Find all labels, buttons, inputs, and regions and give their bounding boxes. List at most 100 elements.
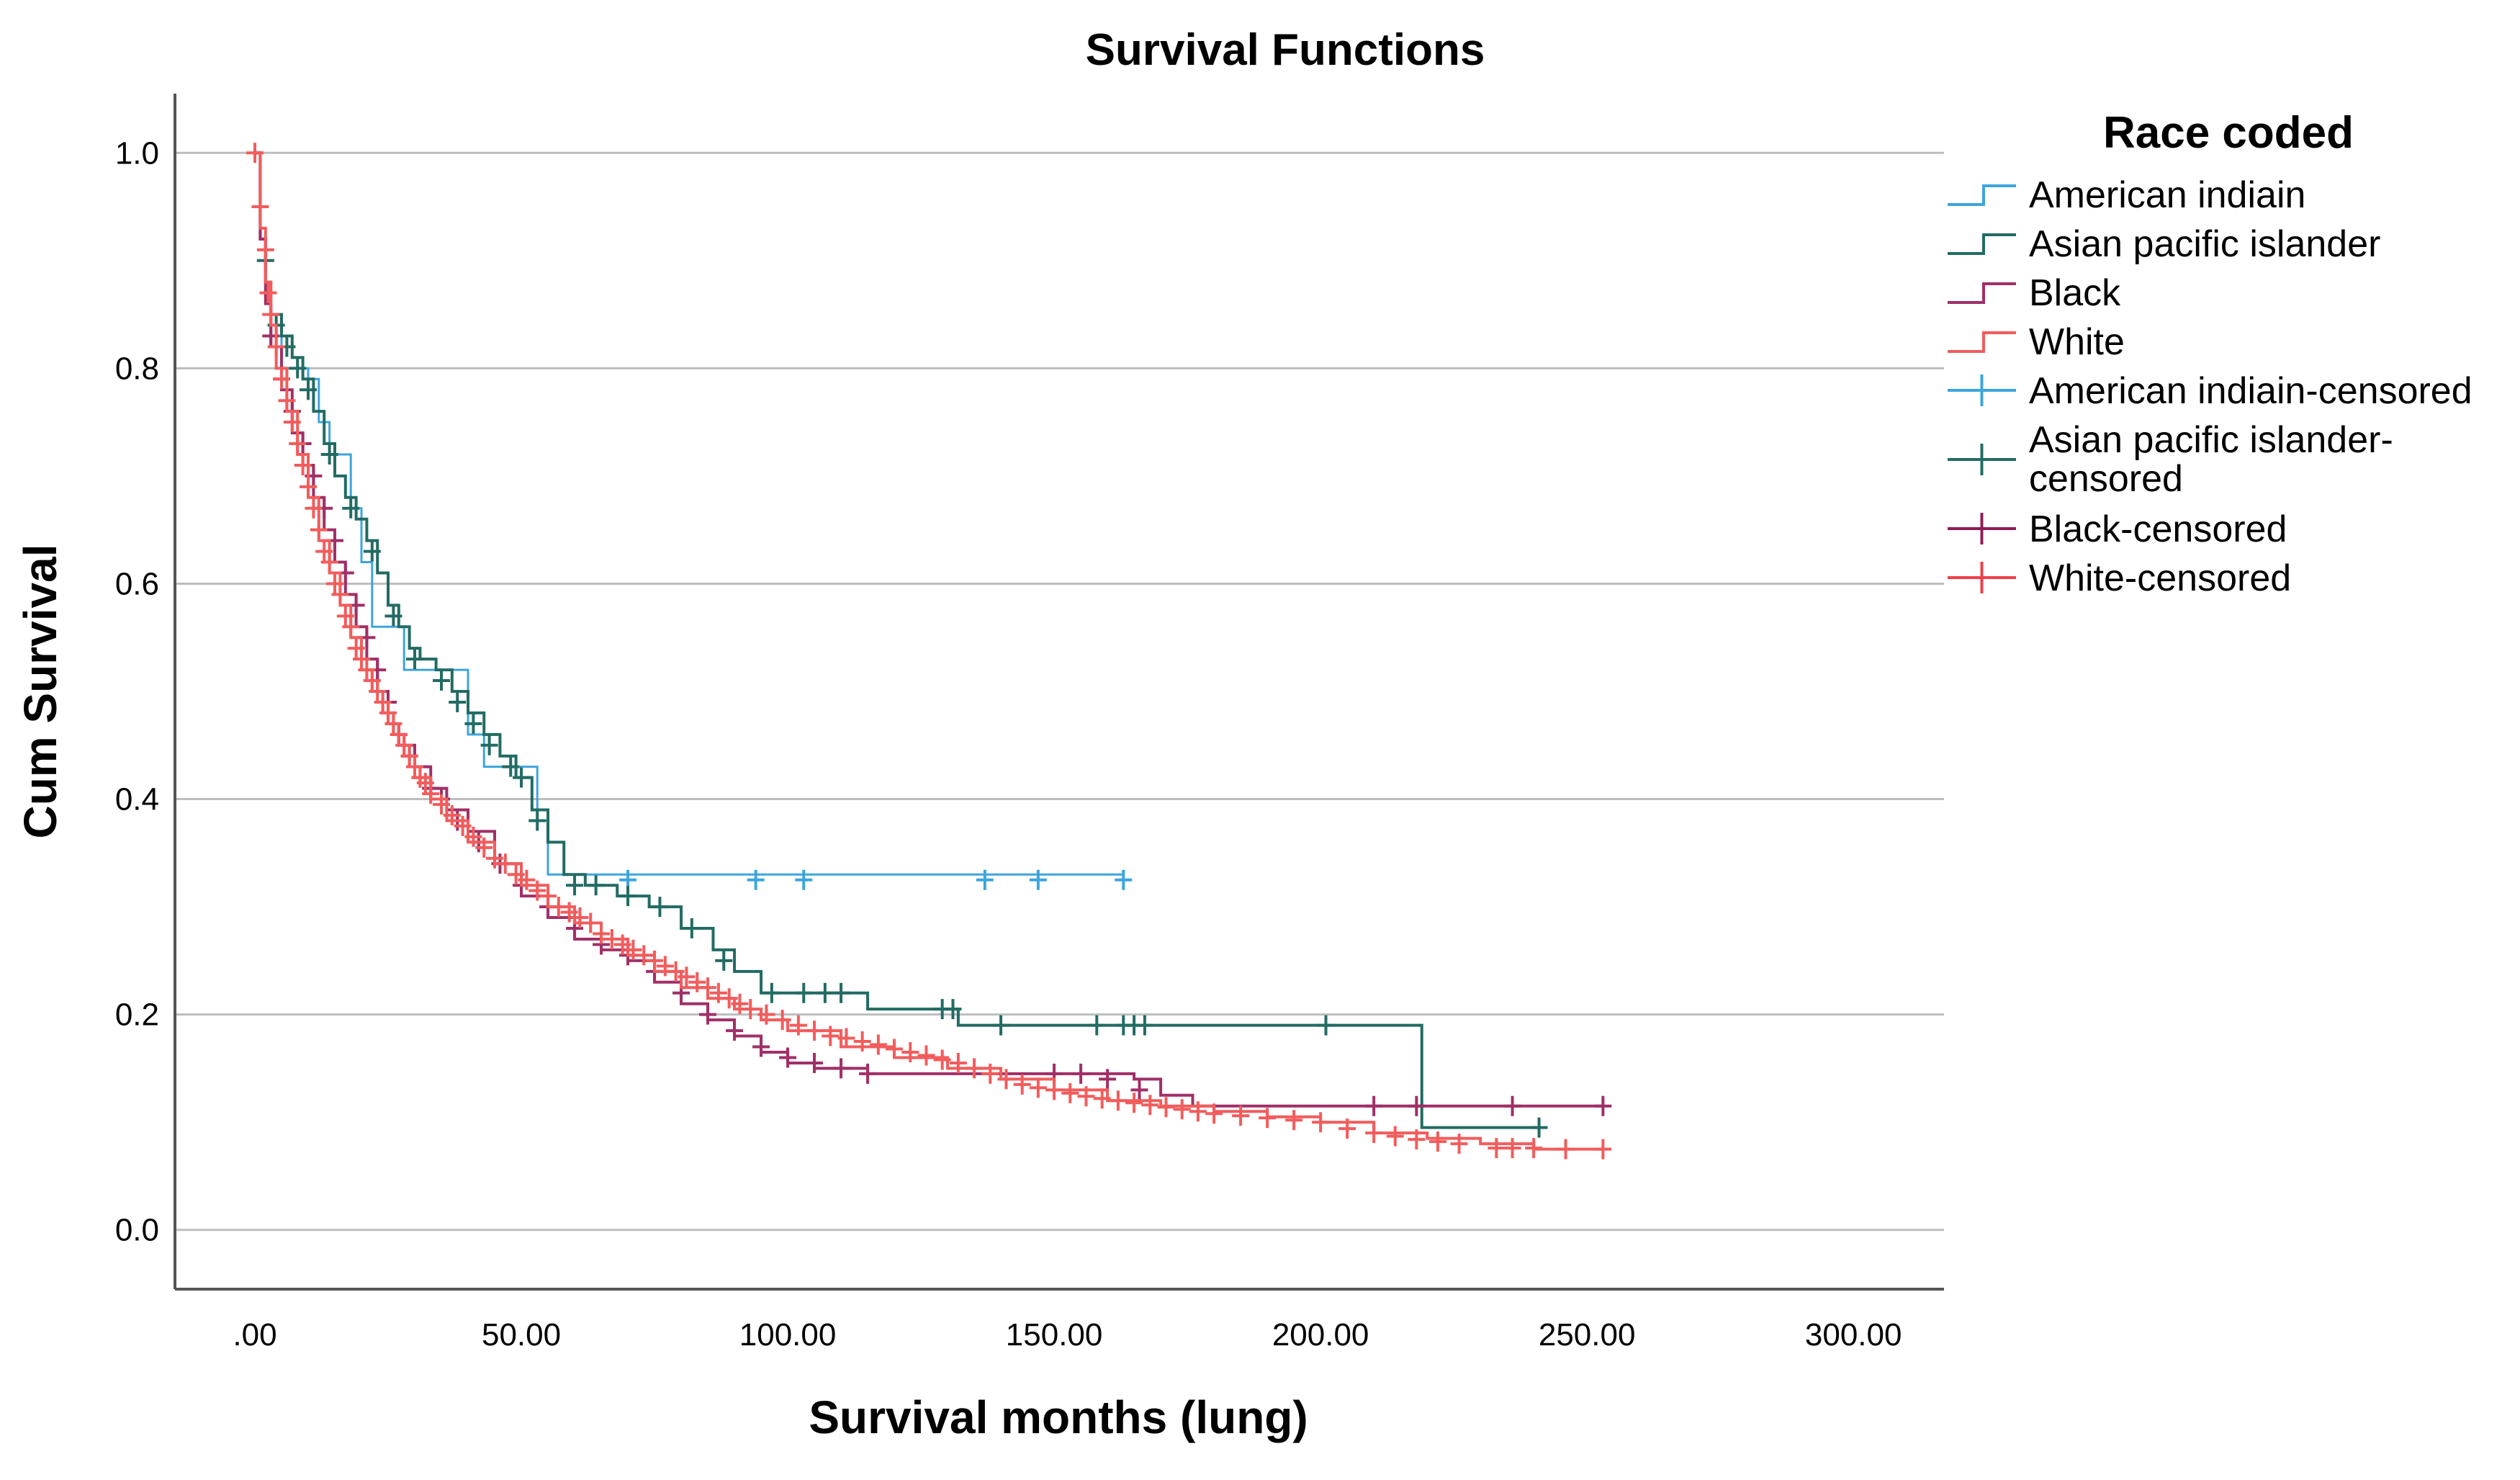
censor-mark-white — [571, 907, 589, 928]
censor-mark-asian-pacific-islander — [944, 999, 962, 1020]
censor-mark-white — [331, 584, 349, 605]
censor-mark-white — [1503, 1138, 1521, 1159]
censor-mark-white — [443, 804, 461, 825]
censor-mark-white — [1125, 1093, 1143, 1113]
y-tick-label: 0.0 — [115, 1213, 159, 1248]
censor-mark-asian-pacific-islander — [480, 735, 498, 755]
censor-mark-white — [528, 880, 546, 901]
censor-mark-white — [384, 713, 402, 734]
censor-mark-asian-pacific-islander — [651, 897, 669, 918]
x-tick-labels: .00 50.00 100.00 150.00 200.00 250.00 300.00 — [233, 1317, 1902, 1353]
censor-mark-white — [933, 1049, 951, 1070]
censor-mark-white — [869, 1034, 887, 1055]
censor-mark-asian-pacific-islander — [384, 606, 402, 627]
censor-mark-white — [1061, 1082, 1079, 1103]
censor-mark-asian-pacific-islander — [433, 671, 451, 691]
legend-entry: Black — [1948, 272, 2121, 314]
censor-mark-white — [613, 934, 631, 955]
x-tick-label: 250.00 — [1539, 1317, 1636, 1353]
censor-mark-white — [267, 336, 285, 357]
censor-mark-white — [688, 972, 706, 992]
censor-mark-asian-pacific-islander — [363, 541, 381, 562]
censor-mark-white — [1259, 1108, 1277, 1129]
censor-mark-white — [486, 848, 504, 869]
censor-mark-black — [1365, 1095, 1383, 1116]
legend-label: Black-censored — [2029, 508, 2287, 550]
censor-mark-asian-pacific-islander — [289, 358, 307, 379]
censor-mark-white — [789, 1015, 807, 1036]
censor-mark-white — [454, 815, 472, 836]
censor-mark-white — [433, 794, 451, 815]
censor-mark-white — [507, 864, 525, 885]
censor-mark-white — [1189, 1101, 1207, 1122]
censor-mark-black — [1408, 1095, 1426, 1116]
censor-mark-white — [363, 671, 381, 691]
legend-label: Asian pacific islander — [2029, 223, 2380, 265]
censor-mark-white — [1338, 1118, 1356, 1139]
series — [246, 143, 1612, 1160]
censor-mark-white — [1045, 1080, 1063, 1100]
censor-mark-black — [699, 1004, 717, 1025]
censor-mark-white — [1141, 1095, 1159, 1116]
censor-mark-white — [1077, 1086, 1095, 1107]
censor-mark-asian-pacific-islander — [464, 713, 482, 734]
censor-mark-white — [1557, 1139, 1575, 1160]
censor-mark-white — [1428, 1131, 1446, 1152]
censor-mark-white — [475, 837, 493, 858]
censor-mark-white — [374, 691, 392, 712]
censor-mark-white — [422, 784, 440, 804]
censor-mark-white — [294, 454, 312, 475]
censor-mark-white — [678, 967, 696, 987]
censor-mark-white — [256, 239, 274, 260]
legend-censor-swatch — [1948, 444, 2016, 475]
legend: American indiain Asian pacific islander Bl… — [1948, 174, 2472, 599]
censor-mark-white — [981, 1063, 999, 1084]
legend-label: censored — [2029, 458, 2183, 500]
censor-mark-white — [1386, 1126, 1404, 1147]
censor-mark-white — [326, 573, 344, 594]
censor-mark-white — [259, 282, 277, 303]
censor-mark-white — [300, 476, 318, 497]
censor-mark-white — [560, 902, 578, 923]
censor-mark-american-indiain — [795, 869, 813, 890]
censor-mark-white — [262, 304, 280, 325]
censor-mark-american-indiain — [747, 869, 765, 890]
y-tick-label: 1.0 — [115, 135, 159, 171]
legend-line-swatch — [1948, 331, 2016, 353]
censor-mark-white — [315, 541, 333, 562]
censor-mark-asian-pacific-islander — [816, 982, 834, 1003]
y-tick-label: 0.4 — [115, 782, 159, 817]
censor-mark-asian-pacific-islander — [1088, 1015, 1106, 1036]
x-tick-label: 50.00 — [482, 1317, 561, 1353]
censor-mark-asian-pacific-islander — [683, 918, 701, 939]
censor-mark-white — [395, 735, 413, 755]
censor-mark-white — [336, 606, 354, 627]
censor-mark-asian-pacific-islander — [300, 380, 318, 400]
series-white — [246, 143, 1612, 1160]
censor-mark-white — [1013, 1074, 1031, 1095]
censor-mark-asian-pacific-islander — [1530, 1117, 1548, 1138]
legend-line-swatch — [1948, 233, 2016, 255]
censor-mark-asian-pacific-islander — [587, 875, 605, 896]
censor-mark-white — [353, 649, 371, 670]
censor-mark-white — [342, 616, 360, 637]
legend-censor-swatch — [1948, 562, 2016, 593]
censor-mark-white — [646, 950, 664, 971]
censor-mark-black — [1503, 1095, 1521, 1116]
censor-mark-white — [1365, 1123, 1383, 1144]
legend-entry: Black-censored — [1948, 508, 2287, 550]
censor-mark-white — [886, 1039, 904, 1059]
y-tick-labels: 0.0 0.2 0.4 0.6 0.8 1.0 — [115, 135, 159, 1247]
censor-mark-white — [406, 756, 424, 777]
censor-mark-white — [347, 638, 365, 659]
legend-line-swatch — [1948, 184, 2016, 206]
censor-mark-white — [1285, 1110, 1303, 1131]
x-tick-label: 200.00 — [1272, 1317, 1369, 1353]
censor-mark-black — [859, 1063, 877, 1084]
censor-mark-asian-pacific-islander — [320, 444, 338, 465]
censor-mark-asian-pacific-islander — [1135, 1015, 1153, 1036]
censor-mark-white — [720, 988, 738, 1009]
censor-mark-white — [1594, 1139, 1612, 1160]
censor-mark-black — [1130, 1080, 1148, 1100]
